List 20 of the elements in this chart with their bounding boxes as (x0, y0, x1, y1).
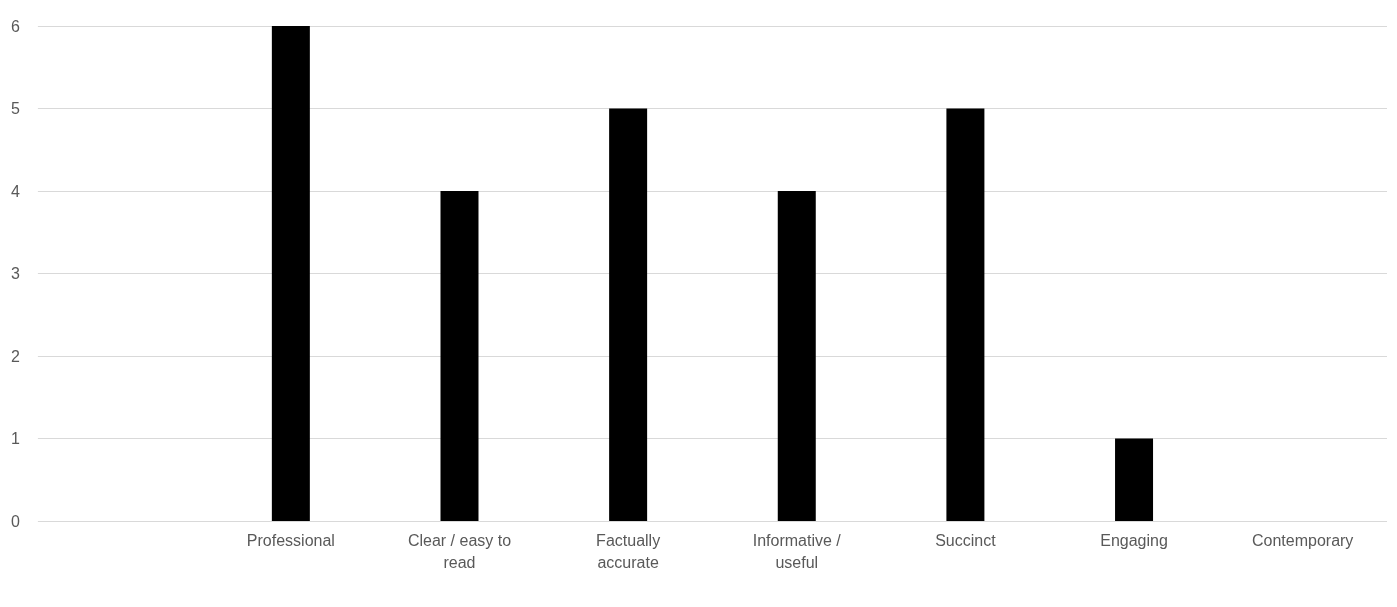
y-tick-label: 5 (10, 100, 20, 117)
y-tick-label: 6 (10, 17, 20, 35)
bar (440, 191, 479, 521)
y-tick-label: 4 (10, 182, 20, 200)
bar (609, 108, 648, 521)
x-tick-label: Contemporary (1251, 531, 1354, 549)
y-tick-label: 2 (10, 347, 20, 365)
y-tick-label: 1 (10, 430, 20, 447)
x-tick-label: Clear / easy to read (407, 531, 512, 571)
y-tick-label: 3 (10, 265, 20, 282)
bar (777, 191, 816, 521)
x-tick-label: Succinct (935, 531, 997, 549)
x-tick-label: Factually accurate (596, 531, 661, 571)
x-tick-label: Informative / useful (752, 531, 842, 571)
bar (1115, 438, 1154, 521)
x-tick-label: Professional (246, 531, 335, 549)
bar (946, 108, 985, 521)
y-tick-label: 0 (10, 512, 20, 530)
x-tick-label: Engaging (1100, 531, 1168, 549)
bar (271, 26, 310, 521)
